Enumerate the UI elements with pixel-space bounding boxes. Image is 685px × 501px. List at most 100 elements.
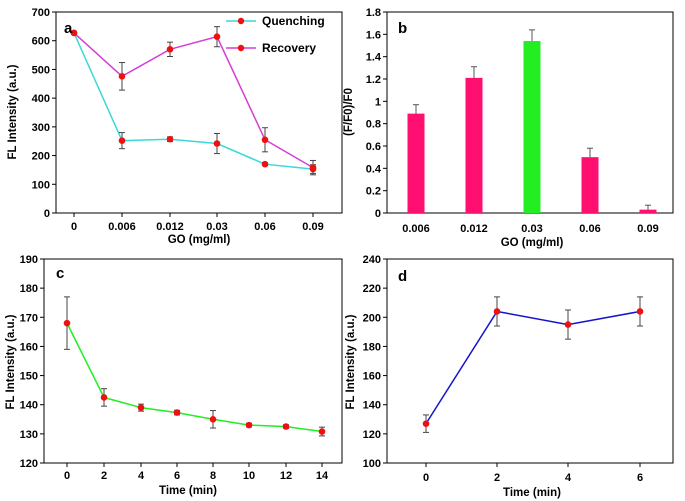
panel-b-bars: [407, 29, 657, 214]
y-tick-label: 160: [20, 341, 38, 353]
legend-label-quenching: Quenching: [262, 14, 325, 28]
panel-d-y-ticks: 100 120 140 160 180 200 220 240: [363, 254, 387, 470]
x-tick-label: 14: [316, 470, 329, 482]
y-tick-label: 180: [363, 341, 381, 353]
data-point: [137, 404, 145, 411]
panel-b-ylabel-text: (F/F0)/F0: [343, 88, 355, 136]
panel-a: 0 100 200 300 400 500 600 700 0 0.006 0.012 0.03 0.…: [7, 7, 343, 246]
y-tick-label: 130: [20, 429, 38, 441]
y-tick-label: 1.4: [366, 52, 382, 64]
x-tick-label: 0.006: [108, 221, 136, 233]
y-tick-label: 190: [20, 254, 38, 266]
panel-c-x-ticks: 0 2 4 6 8 10 12 14: [64, 463, 329, 482]
panel-b-ylabel: (F/F0)/F0: [343, 88, 355, 136]
data-point: [213, 140, 221, 147]
y-tick-label: 220: [363, 283, 381, 295]
data-point: [309, 164, 317, 171]
y-tick-label: 700: [32, 7, 50, 19]
y-tick-label: 300: [32, 122, 50, 134]
data-point: [166, 46, 174, 53]
data-point: [173, 409, 181, 416]
panel-c-label: c: [56, 265, 64, 282]
y-tick-label: 240: [363, 254, 381, 266]
panel-a-label: a: [64, 20, 73, 37]
data-point: [245, 421, 253, 429]
panel-d-x-ticks: 0 2 4 6: [423, 463, 643, 484]
data-point: [166, 135, 174, 143]
x-tick-label: 0.012: [460, 223, 488, 235]
bar: [465, 77, 483, 213]
panel-c: 120 130 140 150 160 170 180 190 0 2 4 6 8 10 12 14 c T…: [5, 254, 343, 497]
y-tick-label: 120: [363, 429, 381, 441]
y-tick-label: 400: [32, 93, 50, 105]
y-tick-label: 100: [363, 458, 381, 470]
panel-b-x-ticks: 0.006 0.012 0.03 0.06 0.09: [402, 223, 658, 235]
x-tick-label: 0.03: [206, 221, 227, 233]
y-tick-label: 100: [32, 179, 50, 191]
data-point: [70, 29, 78, 37]
data-point: [318, 428, 326, 435]
data-point: [261, 160, 269, 168]
y-tick-label: 0.2: [366, 186, 381, 198]
panel-c-plot-area: [43, 258, 343, 464]
panel-b: 00.20.40.60.811.21.41.61.8 0.006 0.012 0.0…: [343, 7, 674, 249]
y-tick-label: 120: [20, 458, 38, 470]
y-tick-label: 0.6: [366, 141, 381, 153]
panel-a-x-ticks: 0 0.006 0.012 0.03 0.06 0.09: [71, 213, 324, 233]
series-line: [66, 322, 323, 433]
y-tick-label: 140: [20, 400, 38, 412]
panel-a-xlabel: GO (mg/ml): [168, 234, 231, 246]
panel-c-y-ticks: 120 130 140 150 160 170 180 190: [20, 254, 44, 470]
panel-a-plot-area: [55, 11, 343, 214]
panel-d-label: d: [398, 268, 407, 285]
bar: [407, 113, 425, 213]
panel-b-label: b: [398, 20, 407, 37]
panel-d-ylabel: FL Intensity (a.u.): [345, 314, 357, 409]
y-tick-label: 140: [363, 400, 381, 412]
x-tick-label: 0: [423, 472, 429, 484]
series-line: [425, 310, 641, 425]
panel-c-xlabel: Time (min): [159, 485, 217, 497]
panel-d-series: [422, 296, 644, 433]
y-tick-label: 1: [375, 96, 381, 108]
panel-c-series: [63, 296, 326, 437]
data-point: [100, 394, 108, 401]
data-point: [209, 415, 217, 423]
panel-d: 100 120 140 160 180 200 220 240 0 2 4 6 d Time (mi…: [345, 254, 674, 499]
x-tick-label: 0: [64, 470, 70, 482]
x-tick-label: 2: [101, 470, 107, 482]
legend-marker-recovery: [237, 44, 245, 52]
y-tick-label: 180: [20, 283, 38, 295]
x-tick-label: 0.09: [637, 223, 658, 235]
bar: [581, 157, 599, 213]
y-tick-label: 150: [20, 371, 38, 383]
panel-b-xlabel: GO (mg/ml): [501, 237, 564, 249]
x-tick-label: 2: [494, 472, 500, 484]
x-tick-label: 4: [138, 470, 145, 482]
data-point: [213, 33, 221, 40]
data-point: [118, 73, 126, 80]
x-tick-label: 6: [174, 470, 180, 482]
panel-c-ylabel: FL Intensity (a.u.): [5, 314, 17, 409]
panel-d-xlabel: Time (min): [503, 487, 561, 499]
panel-a-legend: Quenching Recovery: [226, 14, 325, 55]
y-tick-label: 0: [375, 208, 381, 220]
legend-marker-quenching: [237, 17, 245, 25]
bar: [639, 209, 657, 213]
y-tick-label: 0: [44, 208, 50, 220]
x-tick-label: 0.03: [521, 223, 542, 235]
x-tick-label: 12: [280, 470, 292, 482]
data-point: [63, 319, 71, 327]
data-point: [422, 420, 430, 427]
panel-a-ylabel: FL Intensity (a.u.): [7, 64, 19, 159]
x-tick-label: 0: [71, 221, 77, 233]
bar: [523, 41, 541, 214]
y-tick-label: 170: [20, 312, 38, 324]
panel-a-y-ticks: 0 100 200 300 400 500 600 700: [32, 7, 56, 220]
x-tick-label: 8: [210, 470, 216, 482]
y-tick-label: 0.8: [366, 119, 381, 131]
series-line: [73, 32, 314, 169]
x-tick-label: 0.06: [254, 221, 275, 233]
x-tick-label: 0.012: [156, 221, 184, 233]
